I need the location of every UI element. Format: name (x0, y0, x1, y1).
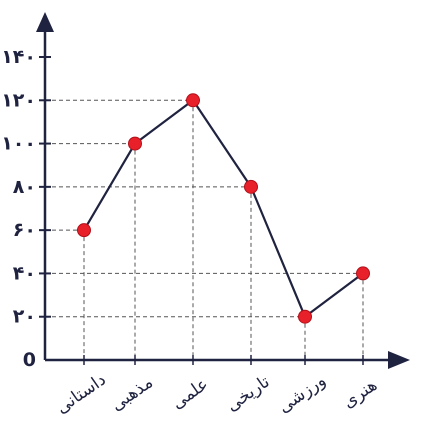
guide-lines (45, 99, 364, 360)
y-tick-label: ۲۰ (13, 306, 36, 328)
series-line (83, 99, 364, 318)
data-series (77, 93, 370, 324)
x-tick-label: مذهبی (107, 372, 156, 415)
data-point (128, 136, 142, 151)
y-tick-label: ۶۰ (13, 219, 36, 241)
y-tick-label: ۱۰۰ (1, 133, 36, 155)
y-tick-label: ۱۴۰ (1, 46, 36, 68)
data-point (298, 309, 312, 324)
x-tick-label: هنری (339, 375, 381, 412)
axes (36, 12, 410, 369)
x-axis-arrow (388, 351, 410, 369)
x-tick-label: علمی (168, 374, 212, 413)
y-axis-ticks: 0 ۲۰ ۴۰ ۶۰ ۸۰ ۱۰۰ ۱۲۰ ۱۴۰ (1, 46, 51, 371)
data-point (244, 179, 258, 194)
y-axis-arrow (36, 12, 54, 32)
y-tick-label: ۸۰ (13, 176, 36, 198)
data-point (77, 223, 91, 238)
y-tick-label: 0 (23, 349, 36, 371)
x-tick-label: تاریخی (223, 372, 274, 416)
data-point (356, 266, 370, 281)
y-tick-label: ۴۰ (13, 262, 36, 284)
data-point (186, 93, 200, 108)
x-tick-label: ورزشی (275, 370, 330, 417)
y-tick-label: ۱۲۰ (1, 89, 36, 111)
x-tick-label: داستانی (53, 370, 110, 418)
